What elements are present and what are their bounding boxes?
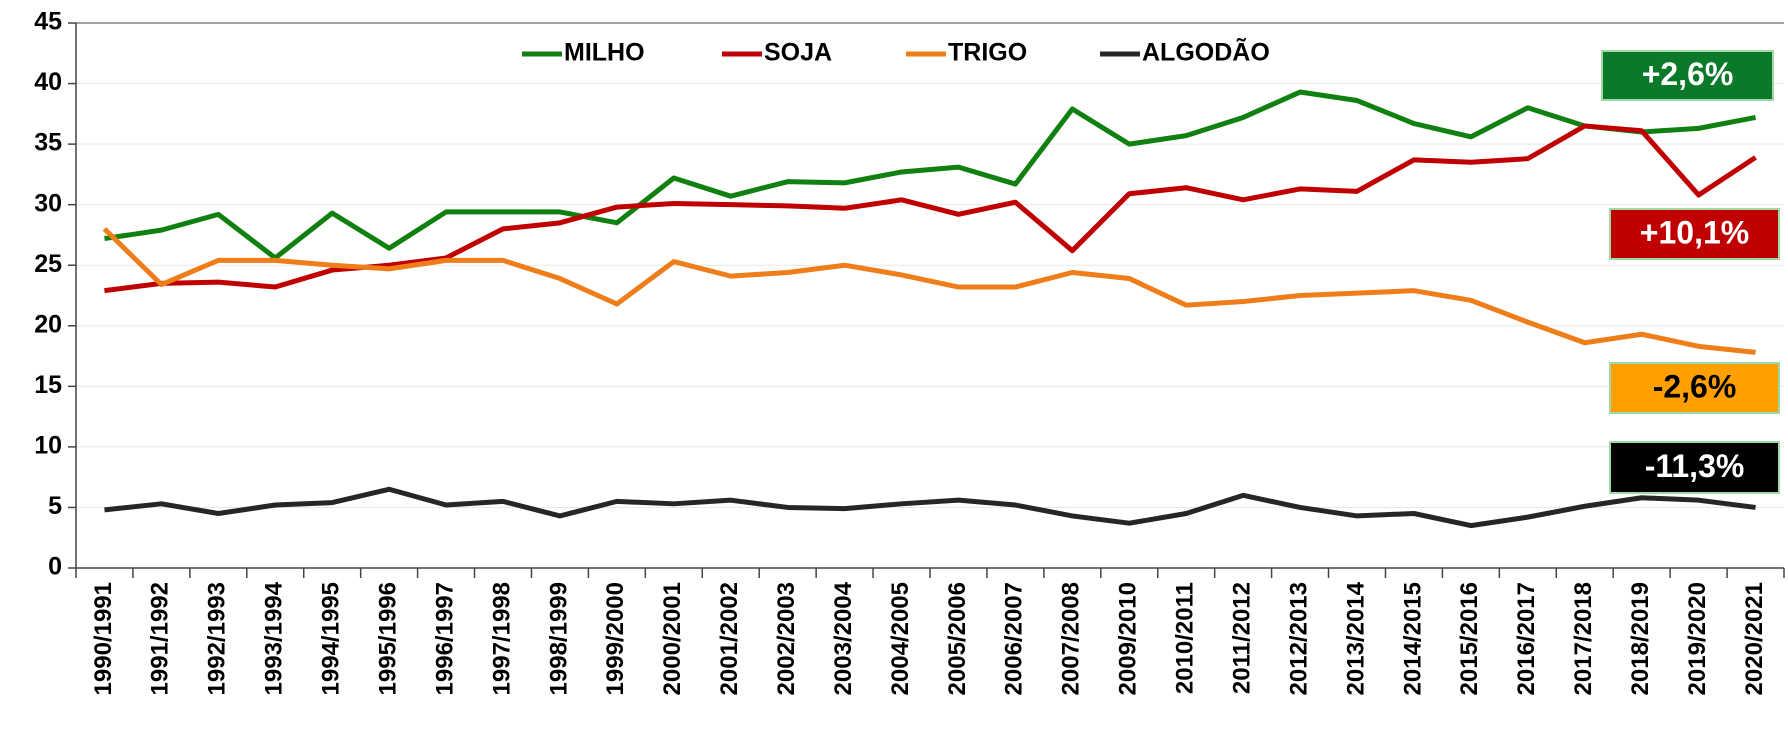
x-tick-label: 2007/2008 <box>1058 582 1085 695</box>
x-tick-label: 2009/2010 <box>1115 582 1142 695</box>
x-tick-label: 2003/2004 <box>830 581 857 695</box>
x-tick-label: 2006/2007 <box>1001 582 1028 695</box>
x-tick-label: 1992/1993 <box>204 582 231 695</box>
annotation-box <box>1601 50 1774 101</box>
x-tick-label: 1998/1999 <box>545 582 572 695</box>
x-tick-label: 1999/2000 <box>602 582 629 695</box>
x-tick-label: 1996/1997 <box>431 582 458 695</box>
x-tick-label: 2013/2014 <box>1342 581 1369 695</box>
x-tick-label: 2005/2006 <box>944 582 971 695</box>
y-tick-label: 25 <box>34 250 62 278</box>
x-tick-label: 2001/2002 <box>716 582 743 695</box>
y-tick-label: 20 <box>34 310 62 338</box>
y-tick-label: 40 <box>34 68 62 96</box>
x-tick-label: 2015/2016 <box>1456 582 1483 695</box>
series-line <box>104 486 1756 529</box>
x-tick-label: 2010/2011 <box>1172 582 1199 694</box>
x-tick-label: 2019/2020 <box>1684 582 1711 695</box>
y-tick-label: 15 <box>34 371 62 399</box>
annotation-box <box>1609 362 1780 414</box>
legend-label: SOJA <box>764 39 832 67</box>
x-tick-label: 2018/2019 <box>1627 582 1654 695</box>
annotation-box <box>1609 208 1780 260</box>
annotation-text: -2,6% <box>1653 368 1737 404</box>
x-tick-label: 1995/1996 <box>374 582 401 695</box>
x-tick-label: 2002/2003 <box>773 582 800 695</box>
x-tick-label: 2016/2017 <box>1513 582 1540 695</box>
x-tick-label: 2014/2015 <box>1399 582 1426 695</box>
x-tick-label: 2020/2021 <box>1741 582 1768 695</box>
x-tick-label: 2017/2018 <box>1570 582 1597 695</box>
y-tick-label: 35 <box>34 129 62 157</box>
annotation-text: +10,1% <box>1640 214 1749 250</box>
y-tick-label: 5 <box>48 492 62 520</box>
series-line <box>102 227 1756 355</box>
x-tick-label: 1994/1995 <box>318 582 345 695</box>
y-tick-label: 45 <box>34 8 62 36</box>
legend-label: TRIGO <box>948 39 1027 67</box>
y-tick-label: 0 <box>48 553 62 581</box>
x-tick-label: 1990/1991 <box>90 582 117 695</box>
x-tick-label: 2004/2005 <box>887 582 914 695</box>
x-tick-label: 2011/2012 <box>1228 582 1255 694</box>
x-tick-label: 2012/2013 <box>1285 582 1312 695</box>
annotation-text: -11,3% <box>1645 448 1745 484</box>
annotation-text: +2,6% <box>1642 56 1734 92</box>
legend-label: MILHO <box>564 39 645 67</box>
x-tick-label: 1991/1992 <box>147 582 174 695</box>
annotation-box <box>1609 441 1780 494</box>
legend-label: ALGODÃO <box>1142 37 1270 67</box>
x-tick-label: 2000/2001 <box>659 582 686 695</box>
x-tick-label: 1993/1994 <box>261 581 288 695</box>
y-tick-label: 30 <box>34 189 62 217</box>
series-line <box>104 89 1757 261</box>
x-tick-label: 1997/1998 <box>488 582 515 695</box>
y-tick-label: 10 <box>34 431 62 459</box>
